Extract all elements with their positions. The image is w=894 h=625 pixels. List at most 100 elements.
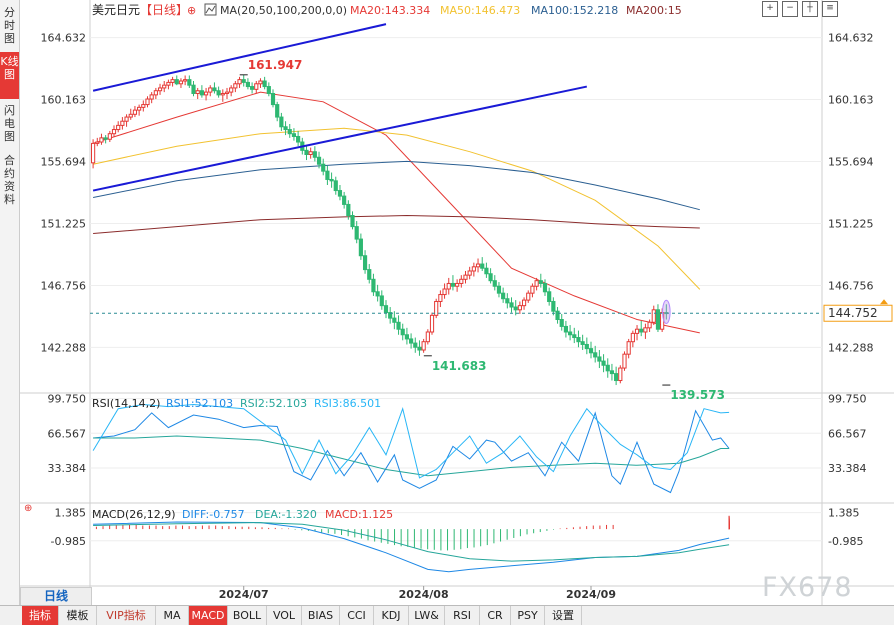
candle-body: [296, 135, 301, 143]
tab-boll[interactable]: BOLL: [228, 606, 267, 625]
candle-body: [111, 129, 117, 135]
candle: [492, 275, 497, 291]
candle-body: [396, 321, 401, 330]
candle: [538, 273, 543, 288]
candle: [325, 165, 330, 186]
rsi1-legend: RSI1:52.103: [166, 397, 233, 410]
candle: [375, 284, 380, 302]
zoom-out-button[interactable]: −: [782, 1, 798, 17]
settings-icon[interactable]: ⊕: [187, 4, 196, 17]
price-tick-right: 160.163: [828, 94, 874, 107]
candle: [91, 139, 96, 169]
tab-vip-indicators[interactable]: VIP指标: [97, 606, 156, 625]
candle-body: [455, 282, 460, 287]
tab-macd[interactable]: MACD: [189, 606, 228, 625]
candle: [513, 300, 518, 316]
trendline[interactable]: [92, 23, 387, 92]
price-tick-right: 155.694: [828, 156, 874, 169]
candle-body: [342, 195, 347, 205]
price-tick-left: 160.163: [41, 94, 87, 107]
tab-ma[interactable]: MA: [156, 606, 189, 625]
candle-body: [145, 98, 150, 106]
dea-legend: DEA:-1.320: [255, 508, 317, 521]
candle: [283, 121, 288, 136]
candle: [434, 298, 439, 319]
tab-vol[interactable]: VOL: [267, 606, 302, 625]
sidebar-tab-kline[interactable]: K线图: [0, 52, 19, 99]
candle: [413, 337, 418, 353]
candle: [484, 262, 489, 278]
candle: [170, 76, 175, 87]
sidebar-tab-contract[interactable]: 合约资料: [4, 154, 15, 206]
candle-body: [547, 291, 552, 302]
candle: [128, 108, 133, 120]
candle-body: [287, 129, 292, 135]
candle: [647, 319, 652, 332]
indicator-toolbar: 指标 模板 VIP指标 MA MACD BOLL VOL BIAS CCI KD…: [0, 605, 894, 625]
candle: [643, 323, 648, 339]
price-tick-left: 142.288: [41, 341, 87, 354]
candle: [132, 105, 138, 118]
tab-cci[interactable]: CCI: [340, 606, 374, 625]
zoom-in-button[interactable]: +: [762, 1, 778, 17]
rsi-collapse-icon[interactable]: ⊕: [24, 503, 32, 514]
candle-body: [409, 338, 414, 344]
candle-body: [593, 352, 598, 358]
candle: [505, 293, 510, 309]
tab-indicators[interactable]: 指标: [22, 606, 59, 625]
candle: [455, 279, 460, 292]
candle-body: [321, 163, 326, 172]
tab-bias[interactable]: BIAS: [302, 606, 340, 625]
candle-body: [480, 263, 485, 269]
candle-body: [513, 306, 518, 311]
ma-line-ma50: [92, 127, 701, 290]
candle: [630, 330, 635, 348]
ma200-value: MA200:15: [626, 4, 682, 17]
candle: [588, 341, 594, 359]
candle: [509, 297, 514, 313]
candle-body: [450, 282, 456, 287]
candle-body: [95, 141, 100, 144]
tab-kdj[interactable]: KDJ: [374, 606, 409, 625]
candle-body: [375, 291, 380, 297]
rsi-line-rsi1: [93, 409, 730, 494]
candle-body: [208, 87, 213, 93]
trendline[interactable]: [92, 85, 588, 192]
candle: [438, 290, 443, 308]
tab-settings[interactable]: 设置: [545, 606, 582, 625]
price-tick-right: 146.756: [828, 279, 874, 292]
candle: [258, 78, 263, 88]
sidebar-tab-flash[interactable]: 闪电图: [4, 104, 15, 143]
candle: [145, 96, 150, 108]
candle-body: [647, 321, 652, 329]
candle: [404, 327, 409, 345]
candle: [526, 290, 531, 303]
tab-templates[interactable]: 模板: [59, 606, 97, 625]
candle-body: [580, 341, 585, 345]
price-tick-left: 164.632: [41, 32, 87, 45]
candle-body: [170, 79, 175, 83]
tab-psy[interactable]: PSY: [511, 606, 545, 625]
tab-lw[interactable]: LW&: [409, 606, 445, 625]
menu-button[interactable]: ≡: [822, 1, 838, 17]
candle: [216, 86, 221, 98]
candle-body: [316, 156, 322, 165]
candle: [572, 327, 577, 344]
candle: [111, 125, 117, 137]
candle: [530, 283, 535, 298]
period-label[interactable]: 【日线】: [140, 3, 188, 17]
candle: [409, 333, 414, 349]
candle-body: [505, 298, 510, 304]
candle-body: [224, 91, 230, 94]
ma-toggle-icon[interactable]: [204, 3, 217, 16]
candle: [580, 334, 585, 351]
candle: [166, 79, 171, 90]
candle: [517, 301, 522, 314]
sidebar-tab-timeshare[interactable]: 分时图: [4, 6, 15, 45]
tab-rsi[interactable]: RSI: [445, 606, 480, 625]
tab-cr[interactable]: CR: [480, 606, 511, 625]
crosshair-button[interactable]: ┼: [802, 1, 818, 17]
range-button[interactable]: 日线: [20, 587, 92, 606]
candle: [626, 338, 631, 359]
